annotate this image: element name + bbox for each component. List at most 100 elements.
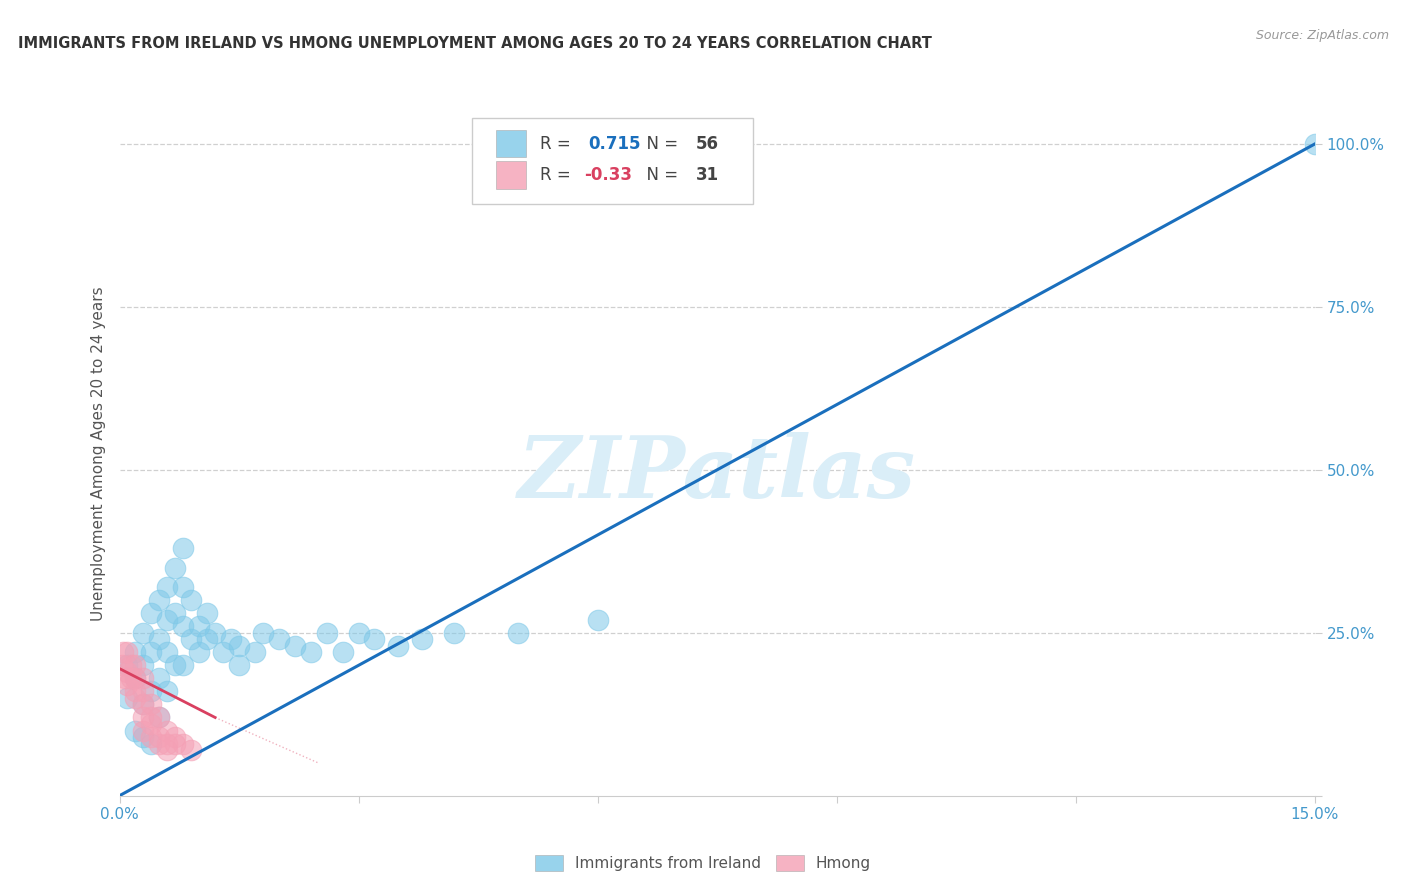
- Text: -0.33: -0.33: [585, 166, 633, 184]
- Point: [148, 730, 170, 744]
- Point: [132, 710, 155, 724]
- Point: [411, 632, 433, 647]
- Point: [124, 672, 146, 686]
- Point: [148, 672, 170, 686]
- Point: [156, 613, 179, 627]
- Point: [141, 645, 163, 659]
- Point: [156, 737, 179, 751]
- Text: ZIPatlas: ZIPatlas: [517, 433, 917, 516]
- Point: [124, 645, 146, 659]
- Point: [180, 743, 202, 757]
- Point: [141, 737, 163, 751]
- Point: [180, 593, 202, 607]
- Point: [332, 645, 354, 659]
- Text: 31: 31: [696, 166, 718, 184]
- Point: [132, 658, 155, 673]
- Point: [156, 580, 179, 594]
- Point: [156, 723, 179, 738]
- Point: [148, 593, 170, 607]
- Point: [506, 625, 529, 640]
- Point: [267, 632, 290, 647]
- Point: [387, 639, 409, 653]
- Point: [124, 690, 146, 705]
- Point: [443, 625, 465, 640]
- Point: [141, 710, 163, 724]
- Point: [132, 684, 155, 698]
- Point: [132, 698, 155, 712]
- Point: [132, 698, 155, 712]
- Point: [141, 698, 163, 712]
- Text: R =: R =: [540, 166, 576, 184]
- Point: [117, 645, 139, 659]
- Point: [204, 625, 226, 640]
- Point: [124, 684, 146, 698]
- Legend: Immigrants from Ireland, Hmong: Immigrants from Ireland, Hmong: [529, 849, 877, 877]
- Point: [212, 645, 235, 659]
- Y-axis label: Unemployment Among Ages 20 to 24 years: Unemployment Among Ages 20 to 24 years: [90, 286, 105, 621]
- Point: [156, 684, 179, 698]
- Text: N =: N =: [636, 135, 683, 153]
- Point: [132, 723, 155, 738]
- Point: [299, 645, 322, 659]
- Point: [117, 678, 139, 692]
- Point: [363, 632, 385, 647]
- Point: [228, 658, 250, 673]
- Point: [132, 672, 155, 686]
- FancyBboxPatch shape: [496, 161, 526, 189]
- Point: [141, 717, 163, 731]
- Point: [165, 737, 187, 751]
- Text: 56: 56: [696, 135, 718, 153]
- Point: [347, 625, 370, 640]
- Point: [156, 743, 179, 757]
- Point: [121, 672, 143, 686]
- Point: [284, 639, 307, 653]
- Point: [172, 619, 194, 633]
- Point: [165, 606, 187, 620]
- Point: [117, 658, 139, 673]
- Point: [141, 606, 163, 620]
- Point: [112, 645, 135, 659]
- Point: [148, 710, 170, 724]
- Point: [172, 737, 194, 751]
- FancyBboxPatch shape: [496, 130, 526, 157]
- Point: [117, 690, 139, 705]
- Point: [219, 632, 242, 647]
- Point: [243, 645, 266, 659]
- Point: [188, 619, 211, 633]
- Point: [121, 658, 143, 673]
- Point: [172, 541, 194, 555]
- Point: [165, 730, 187, 744]
- Point: [141, 684, 163, 698]
- Point: [124, 723, 146, 738]
- Point: [124, 672, 146, 686]
- Point: [132, 730, 155, 744]
- FancyBboxPatch shape: [472, 119, 754, 204]
- Point: [188, 645, 211, 659]
- Point: [148, 737, 170, 751]
- Point: [180, 632, 202, 647]
- Point: [165, 658, 187, 673]
- Point: [148, 632, 170, 647]
- Point: [706, 137, 728, 152]
- Point: [172, 658, 194, 673]
- Point: [1303, 137, 1326, 152]
- Point: [228, 639, 250, 653]
- Text: IMMIGRANTS FROM IRELAND VS HMONG UNEMPLOYMENT AMONG AGES 20 TO 24 YEARS CORRELAT: IMMIGRANTS FROM IRELAND VS HMONG UNEMPLO…: [18, 36, 932, 51]
- Text: Source: ZipAtlas.com: Source: ZipAtlas.com: [1256, 29, 1389, 42]
- Point: [114, 672, 136, 686]
- Point: [195, 632, 218, 647]
- Point: [626, 137, 648, 152]
- Point: [172, 580, 194, 594]
- Text: R =: R =: [540, 135, 576, 153]
- Point: [124, 658, 146, 673]
- Point: [148, 710, 170, 724]
- Point: [117, 665, 139, 679]
- Point: [141, 730, 163, 744]
- Point: [156, 645, 179, 659]
- Point: [315, 625, 337, 640]
- Text: N =: N =: [636, 166, 683, 184]
- Text: 0.715: 0.715: [588, 135, 641, 153]
- Point: [195, 606, 218, 620]
- Point: [586, 613, 609, 627]
- Point: [252, 625, 274, 640]
